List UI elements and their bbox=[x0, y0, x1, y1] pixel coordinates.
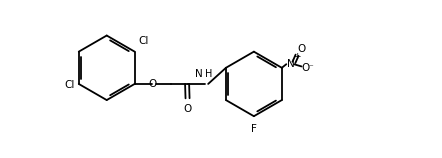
Text: O: O bbox=[148, 79, 156, 89]
Text: Cl: Cl bbox=[65, 80, 75, 90]
Text: ⁻: ⁻ bbox=[308, 63, 313, 72]
Text: +: + bbox=[293, 52, 301, 61]
Text: N: N bbox=[195, 69, 203, 79]
Text: O: O bbox=[301, 63, 310, 73]
Text: Cl: Cl bbox=[138, 36, 149, 46]
Text: F: F bbox=[251, 124, 257, 134]
Text: O: O bbox=[183, 104, 192, 114]
Text: H: H bbox=[205, 69, 213, 79]
Text: N: N bbox=[287, 59, 295, 69]
Text: O: O bbox=[297, 44, 305, 54]
